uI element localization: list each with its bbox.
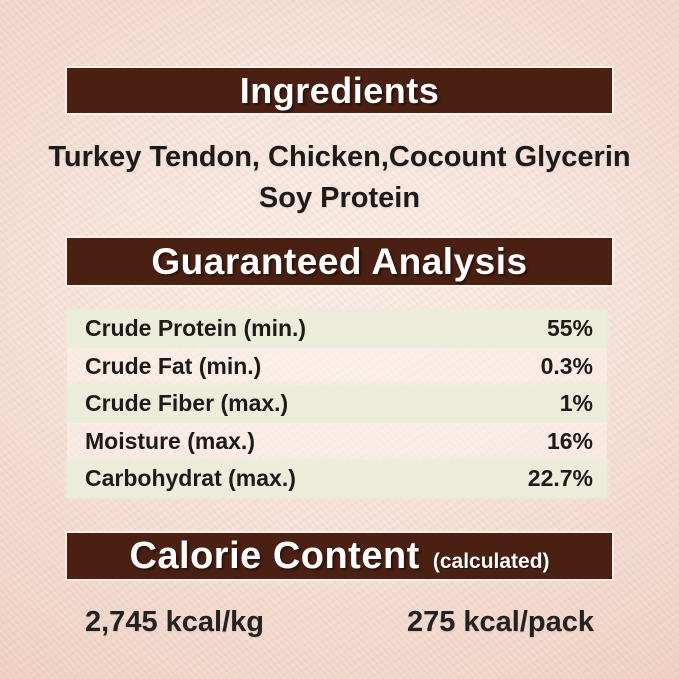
analysis-row-label: Carbohydrat (max.) [85, 465, 296, 492]
ingredients-title: Ingredients [239, 69, 440, 111]
ingredients-line-1: Turkey Tendon, Chicken,Cocount Glycerin [48, 141, 631, 173]
calorie-content-title-bar: Calorie Content (calculated) [67, 533, 612, 579]
ingredients-line-2: Soy Protein [258, 182, 421, 214]
analysis-row-value: 16% [546, 427, 593, 454]
ingredients-list: Turkey Tendon, Chicken,Cocount Glycerin … [0, 137, 679, 219]
calorie-content-subtitle: (calculated) [432, 549, 550, 573]
analysis-row-value: 22.7% [527, 465, 593, 492]
kcal-per-kg-value: 2,745 kcal/kg [85, 606, 264, 638]
guaranteed-analysis-title-bar: Guaranteed Analysis [67, 238, 612, 285]
analysis-row-label: Crude Protein (min.) [85, 315, 307, 342]
table-row: Moisture (max.) 16% [67, 422, 607, 460]
calorie-content-title: Calorie Content [129, 534, 420, 577]
kcal-per-pack-value: 275 kcal/pack [406, 606, 594, 638]
analysis-row-label: Crude Fat (min.) [85, 352, 262, 379]
table-row: Carbohydrat (max.) 22.7% [67, 460, 607, 498]
analysis-row-label: Moisture (max.) [85, 427, 255, 454]
calorie-values-row: 2,745 kcal/kg 275 kcal/pack [67, 603, 612, 641]
table-row: Crude Fiber (max.) 1% [67, 385, 607, 423]
analysis-row-value: 0.3% [540, 352, 593, 379]
table-row: Crude Protein (min.) 55% [67, 310, 607, 348]
ingredients-title-bar: Ingredients [67, 68, 612, 113]
guaranteed-analysis-table: Crude Protein (min.) 55% Crude Fat (min.… [67, 310, 607, 498]
guaranteed-analysis-title: Guaranteed Analysis [151, 240, 528, 282]
table-row: Crude Fat (min.) 0.3% [67, 347, 607, 385]
analysis-row-value: 55% [546, 315, 593, 342]
analysis-row-value: 1% [559, 390, 593, 417]
analysis-row-label: Crude Fiber (max.) [85, 390, 289, 417]
